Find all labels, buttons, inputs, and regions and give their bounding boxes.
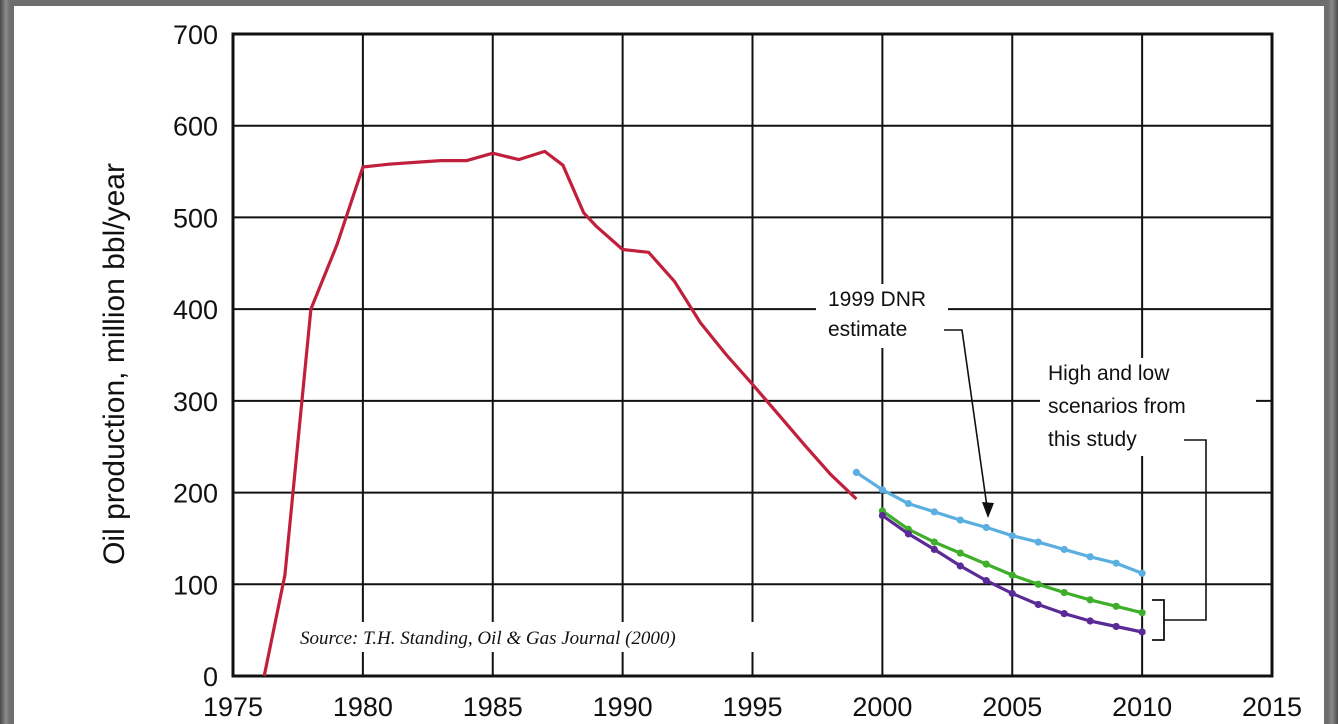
series-point xyxy=(1008,571,1016,579)
y-tick-label: 200 xyxy=(173,479,218,509)
dnr-label-line1: 1999 DNR xyxy=(828,288,926,311)
y-tick-label: 400 xyxy=(173,295,218,325)
x-tick-label: 1990 xyxy=(593,692,653,722)
scenario-bracket xyxy=(1152,599,1165,641)
series-point xyxy=(1060,610,1068,618)
study-label-line3: this study xyxy=(1048,428,1137,451)
dnr-leader-line xyxy=(944,329,989,515)
x-tick-label: 2005 xyxy=(982,692,1042,722)
series-point xyxy=(1112,602,1120,610)
dnr-label-line2: estimate xyxy=(828,318,907,341)
series-point xyxy=(1008,532,1016,540)
series-point xyxy=(1034,538,1042,546)
source-note: Source: T.H. Standing, Oil & Gas Journal… xyxy=(300,628,676,649)
series-point xyxy=(878,486,886,494)
y-tick-label: 300 xyxy=(173,387,218,417)
series-line-1 xyxy=(262,149,858,677)
x-tick-label: 2000 xyxy=(852,692,912,722)
x-tick-label: 1985 xyxy=(463,692,523,722)
source-note-bg xyxy=(292,622,870,652)
y-tick-label: 0 xyxy=(203,662,218,692)
series-point xyxy=(1086,617,1094,625)
study-label-line1: High and low xyxy=(1048,362,1170,385)
x-tick-labels: 1975 1980 1985 1990 1995 2000 2005 2010 2015 xyxy=(203,692,1302,722)
series-point xyxy=(930,508,938,516)
y-axis-label: Oil production, million bbl/year xyxy=(98,163,131,565)
series-point xyxy=(982,577,990,585)
series-point xyxy=(956,516,964,524)
dnr-arrowhead xyxy=(982,502,994,518)
series-point xyxy=(982,523,990,532)
series-point xyxy=(1034,580,1042,588)
series-lines xyxy=(262,149,1146,677)
series-point xyxy=(1086,596,1094,604)
series-point xyxy=(982,560,990,568)
y-tick-label: 500 xyxy=(173,203,218,233)
series-point xyxy=(930,545,938,554)
series-point xyxy=(956,562,964,570)
series-point xyxy=(1060,588,1068,597)
grid-lines xyxy=(232,33,1273,677)
series-point xyxy=(956,549,964,557)
series-point xyxy=(878,511,886,520)
series-point xyxy=(930,538,938,546)
dnr-label-bg xyxy=(816,284,948,348)
series-point xyxy=(852,468,861,476)
x-tick-label: 2015 xyxy=(1242,692,1302,722)
x-tick-label: 1995 xyxy=(722,692,782,722)
study-label-line2: scenarios from xyxy=(1048,395,1186,418)
series-point xyxy=(1086,553,1094,561)
series-point xyxy=(1112,622,1120,631)
x-tick-label: 2010 xyxy=(1112,692,1172,722)
series-point xyxy=(1138,628,1146,636)
series-point xyxy=(1138,609,1146,617)
series-point xyxy=(1138,569,1146,577)
series-point xyxy=(904,530,912,538)
study-leader-line xyxy=(1164,439,1207,621)
study-label-bg xyxy=(1040,358,1256,456)
y-tick-labels: 0 100 200 300 400 500 600 700 xyxy=(173,20,218,692)
series-point xyxy=(1112,559,1120,567)
y-tick-label: 100 xyxy=(173,570,218,600)
series-point xyxy=(1060,545,1068,554)
series-line-2 xyxy=(855,471,1143,575)
series-point xyxy=(1034,600,1042,609)
x-tick-label: 1975 xyxy=(203,692,263,722)
series-point xyxy=(1008,589,1016,598)
x-tick-label: 1980 xyxy=(333,692,393,722)
y-tick-label: 700 xyxy=(173,20,218,50)
plot-frame xyxy=(231,32,1274,678)
y-tick-label: 600 xyxy=(173,112,218,142)
series-point xyxy=(904,499,912,508)
